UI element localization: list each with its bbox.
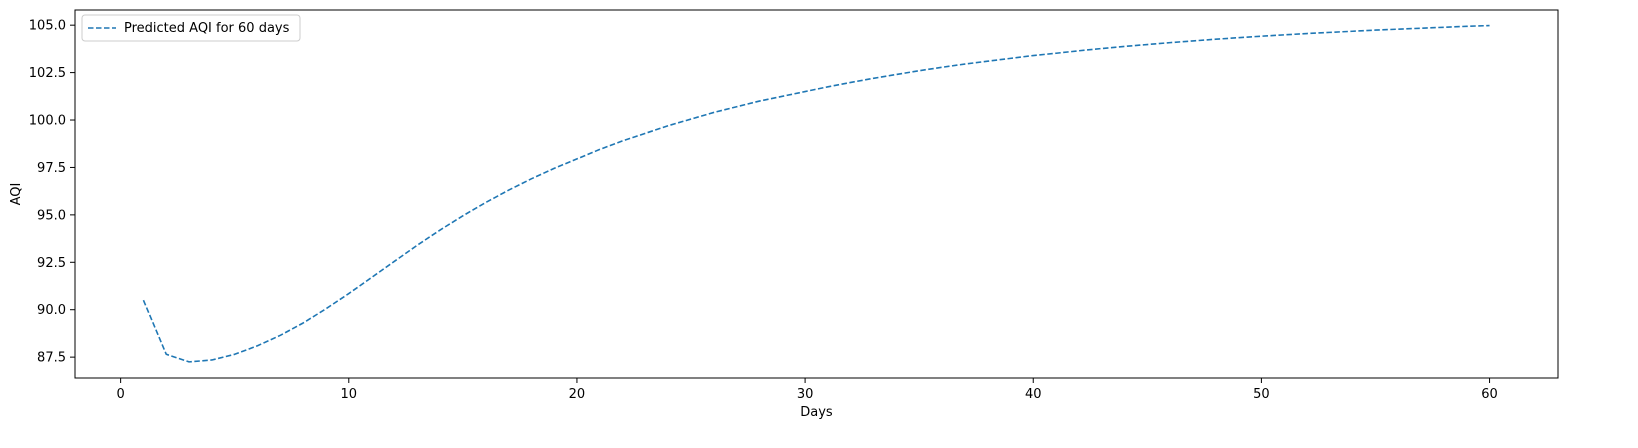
y-tick-label: 100.0 [29, 114, 66, 129]
x-tick-label: 0 [116, 387, 124, 402]
plot-area-frame [74, 9, 1559, 379]
legend-label: Predicted AQI for 60 days [124, 21, 290, 36]
y-tick-label: 87.5 [37, 351, 66, 366]
x-tick-label: 40 [1025, 387, 1042, 402]
y-tick-label: 97.5 [37, 161, 66, 176]
x-tick-label: 30 [797, 387, 814, 402]
x-axis-ticks: 0 10 20 30 40 50 60 [116, 378, 1498, 402]
series-layer [142, 24, 1490, 363]
y-tick-label: 95.0 [37, 208, 66, 223]
x-tick-label: 60 [1481, 387, 1498, 402]
y-tick-label: 92.5 [37, 256, 66, 271]
x-tick-label: 50 [1253, 387, 1270, 402]
y-tick-label: 105.0 [29, 19, 66, 34]
legend-box [81, 14, 301, 42]
x-tick-label: 10 [341, 387, 358, 402]
x-axis-label: Days [800, 405, 833, 420]
series-line-predicted-aqi [142, 24, 1490, 363]
y-axis-ticks: 87.5 90.0 92.5 95.0 97.5 100.0 102.5 105.0 [29, 19, 75, 366]
y-tick-label: 102.5 [29, 66, 66, 81]
y-tick-label: 90.0 [37, 303, 66, 318]
x-tick-label: 20 [569, 387, 586, 402]
y-axis-label: AQI [9, 183, 24, 206]
legend: Predicted AQI for 60 days [81, 14, 301, 42]
